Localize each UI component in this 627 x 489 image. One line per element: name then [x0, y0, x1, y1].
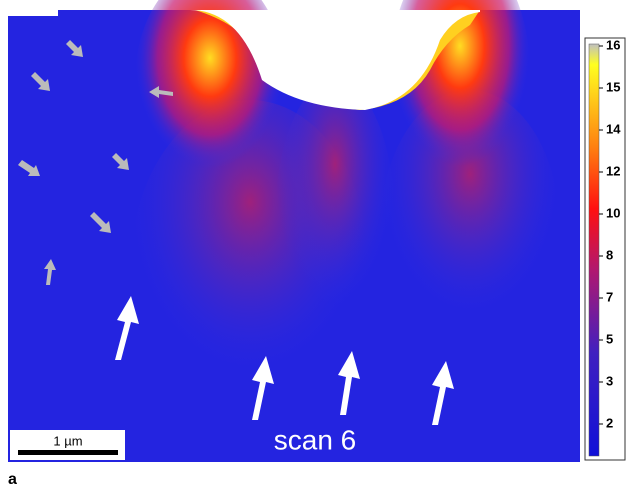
- tick-label: 7: [606, 289, 613, 304]
- tick-label: 16: [606, 37, 620, 52]
- tick-label: 3: [606, 373, 613, 388]
- tick-label: 10: [606, 205, 620, 220]
- tick-label: 15: [606, 79, 620, 94]
- tick-label: 14: [606, 121, 621, 136]
- scale-bar: 1 µm: [10, 430, 125, 460]
- figure: 1 µm scan 6 a 16 15 14 12 10 8 7 5 3 2: [0, 0, 627, 489]
- tick-label: 2: [606, 415, 613, 430]
- tick-label: 8: [606, 247, 613, 262]
- panel-label: a: [8, 471, 17, 488]
- tick-label: 5: [606, 331, 613, 346]
- colorbar: 16 15 14 12 10 8 7 5 3 2: [585, 37, 625, 460]
- tick-label: 12: [606, 163, 620, 178]
- map: [8, 0, 580, 462]
- scale-label: 1 µm: [53, 433, 82, 448]
- caption: scan 6: [274, 424, 357, 455]
